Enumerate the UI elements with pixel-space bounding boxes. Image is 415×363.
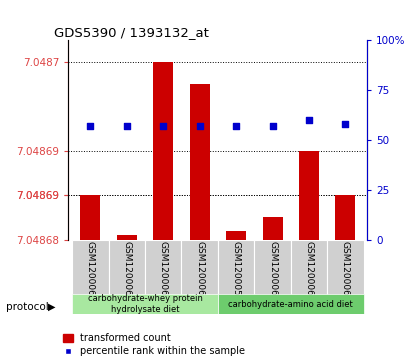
Text: protocol: protocol — [6, 302, 49, 312]
Bar — [81, 195, 100, 240]
Point — [87, 123, 94, 129]
Bar — [218, 240, 254, 296]
Text: GSM1200060: GSM1200060 — [268, 241, 277, 302]
Text: ▶: ▶ — [48, 302, 55, 312]
Point — [160, 123, 166, 129]
Bar — [153, 62, 173, 240]
Text: carbohydrate-amino acid diet: carbohydrate-amino acid diet — [228, 299, 353, 309]
Text: GSM1200066: GSM1200066 — [195, 241, 204, 302]
Bar — [226, 231, 246, 240]
Point — [342, 121, 349, 127]
Bar — [72, 294, 218, 314]
Text: GSM1200063: GSM1200063 — [86, 241, 95, 302]
Bar — [263, 217, 283, 240]
Bar — [117, 235, 137, 240]
Text: GSM1200062: GSM1200062 — [341, 241, 350, 302]
Bar — [218, 294, 364, 314]
Bar — [109, 240, 145, 296]
Legend: transformed count, percentile rank within the sample: transformed count, percentile rank withi… — [63, 333, 245, 356]
Bar — [335, 195, 355, 240]
Text: GDS5390 / 1393132_at: GDS5390 / 1393132_at — [54, 26, 208, 39]
Point — [196, 123, 203, 129]
Text: GSM1200061: GSM1200061 — [305, 241, 313, 302]
Point — [233, 123, 239, 129]
Bar — [327, 240, 364, 296]
Bar — [254, 240, 291, 296]
Point — [269, 123, 276, 129]
Text: GSM1200065: GSM1200065 — [159, 241, 168, 302]
Bar — [190, 84, 210, 240]
Bar — [72, 240, 109, 296]
Text: carbohydrate-whey protein
hydrolysate diet: carbohydrate-whey protein hydrolysate di… — [88, 294, 203, 314]
Bar — [145, 240, 181, 296]
Bar — [291, 240, 327, 296]
Text: GSM1200059: GSM1200059 — [232, 241, 241, 302]
Bar — [181, 240, 218, 296]
Point — [123, 123, 130, 129]
Point — [306, 117, 312, 123]
Text: GSM1200064: GSM1200064 — [122, 241, 131, 302]
Bar — [299, 151, 319, 240]
